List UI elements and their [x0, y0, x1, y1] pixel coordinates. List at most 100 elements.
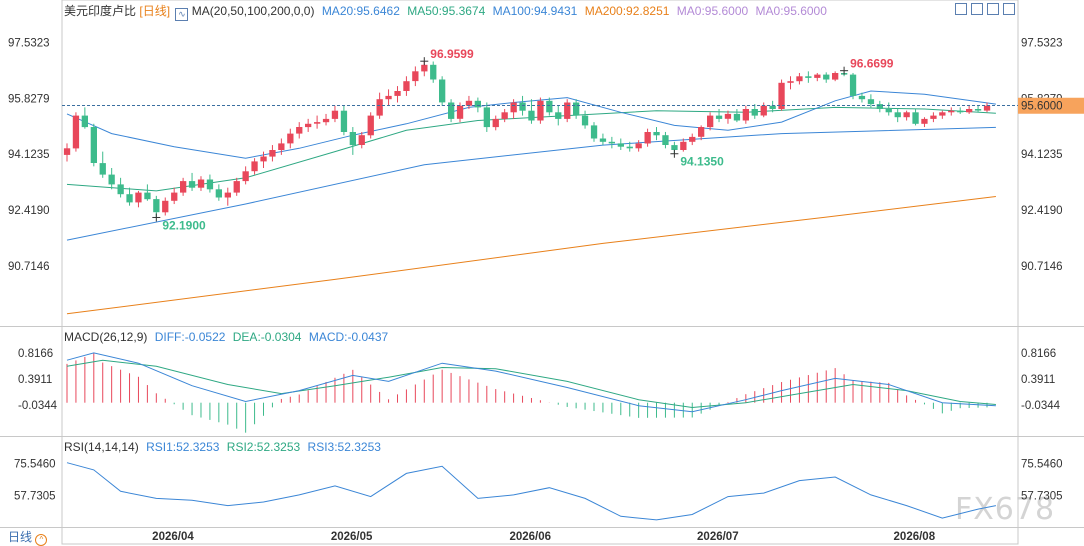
candle-body — [573, 102, 580, 116]
candle-body — [412, 71, 419, 82]
candle-body — [340, 110, 348, 132]
candle-body — [144, 192, 151, 200]
candle-body — [537, 100, 544, 121]
x-tick-label: 2026/05 — [331, 531, 373, 543]
rsi-tick-right: 75.5460 — [1021, 459, 1063, 471]
macd-value: MACD:-0.0437 — [308, 330, 389, 344]
period-switch-label: 日线 — [8, 530, 33, 544]
price-tick-right: 97.5323 — [1021, 37, 1063, 49]
rsi-pane: 75.5460 75.5460 57.7305 57.7305 — [14, 459, 1063, 521]
candle-body — [376, 99, 383, 116]
candle-body — [126, 194, 133, 203]
candle-body — [403, 81, 410, 91]
candle-body — [456, 105, 464, 119]
candle-body — [546, 100, 553, 113]
candle-body — [590, 125, 598, 139]
price-tick-left: 94.1235 — [8, 149, 50, 161]
candle-body — [188, 181, 196, 188]
compare-button[interactable] — [987, 3, 999, 15]
macd-dea-line — [66, 359, 996, 409]
candle-body — [715, 115, 723, 119]
macd-diff-line — [66, 352, 996, 413]
fullscreen-button[interactable] — [1003, 3, 1015, 15]
candle-body — [349, 132, 356, 146]
candle-body — [197, 179, 205, 188]
candle-body — [296, 127, 303, 134]
indicator-settings-icon[interactable]: ∿ — [175, 8, 189, 21]
macd-tick-right: 0.8166 — [1021, 348, 1056, 360]
candle-body — [305, 123, 312, 128]
ma100-value: MA100:94.9431 — [492, 4, 578, 18]
candle-body — [260, 156, 267, 162]
moving-average-lines — [66, 90, 996, 315]
candle-body — [724, 113, 732, 119]
candle-body — [930, 115, 937, 119]
ma100-line — [66, 126, 996, 241]
price-tick-left: 95.8279 — [8, 93, 50, 105]
candle-body — [153, 199, 160, 213]
macd-tick-left: 0.3911 — [18, 374, 52, 386]
candle-body — [81, 115, 88, 128]
candle-body — [162, 200, 169, 213]
candle-body — [885, 109, 892, 113]
rsi-line — [66, 462, 996, 521]
candle-body — [751, 109, 758, 116]
candle-body — [564, 102, 571, 119]
candle-body — [519, 102, 526, 111]
candle-body — [233, 181, 240, 193]
candle-body — [796, 76, 803, 82]
candle-body — [555, 112, 562, 119]
macd-pane: 0.8166 0.8166 0.3911 0.3911 -0.0344 -0.0344 — [18, 348, 1061, 433]
price-tick-right: 94.1235 — [1021, 149, 1063, 161]
candle-body — [171, 192, 178, 201]
price-tick-left: 92.4190 — [8, 205, 50, 217]
last-price-marker: 95.6000 — [62, 97, 1084, 114]
period-label[interactable]: [日线] — [139, 4, 171, 18]
crosshair-button[interactable] — [955, 3, 967, 15]
candle-body — [635, 143, 642, 149]
macd-legend: MACD(26,12,9) DIFF:-0.0522 DEA:-0.0304 M… — [64, 330, 388, 344]
candle-body — [314, 122, 321, 124]
candle-body — [778, 82, 785, 109]
price-tick-right: 90.7146 — [1021, 261, 1063, 273]
candle-body — [528, 110, 535, 121]
candle-body — [894, 112, 901, 118]
rsi-legend: RSI(14,14,14) RSI1:52.3253 RSI2:52.3253 … — [64, 440, 381, 454]
candle-body — [117, 184, 124, 195]
annotation-label: 96.9599 — [430, 47, 474, 61]
rsi-tick-right: 57.7305 — [1021, 490, 1063, 502]
candle-body — [135, 192, 142, 203]
candle-body — [439, 79, 446, 103]
candle-body — [510, 102, 517, 113]
candle-body — [63, 148, 71, 155]
candle-body — [867, 99, 875, 105]
candle-body — [278, 143, 285, 150]
price-axis-left: 97.5323 95.8279 94.1235 92.4190 90.7146 — [8, 37, 50, 272]
price-tick-right: 92.4190 — [1021, 205, 1063, 217]
rsi-label: RSI(14,14,14) — [64, 440, 139, 454]
candle-body — [242, 171, 249, 182]
candle-body — [805, 76, 812, 78]
candle-body — [474, 100, 481, 108]
candles — [63, 61, 991, 218]
candle-body — [617, 143, 624, 147]
rsi-tick-left: 57.7305 — [14, 490, 56, 502]
candle-body — [671, 145, 678, 150]
main-legend: 美元印度卢比 [日线] ∿ MA(20,50,100,200,0,0) MA20… — [64, 2, 827, 21]
candle-body — [644, 132, 651, 144]
chart-type-button[interactable] — [971, 3, 983, 15]
symbol-name: 美元印度卢比 — [64, 4, 137, 18]
ma0-value-2: MA0:95.6000 — [755, 4, 827, 18]
candle-body — [921, 118, 928, 124]
candle-body — [662, 135, 669, 145]
candle-body — [787, 81, 794, 83]
candle-body — [90, 127, 97, 163]
candle-body — [823, 74, 830, 80]
candle-body — [206, 179, 214, 190]
macd-dea: DEA:-0.0304 — [232, 330, 302, 344]
candle-body — [912, 112, 919, 124]
ma20-value: MA20:95.6462 — [321, 4, 400, 18]
rsi3-value: RSI3:52.3253 — [307, 440, 381, 454]
